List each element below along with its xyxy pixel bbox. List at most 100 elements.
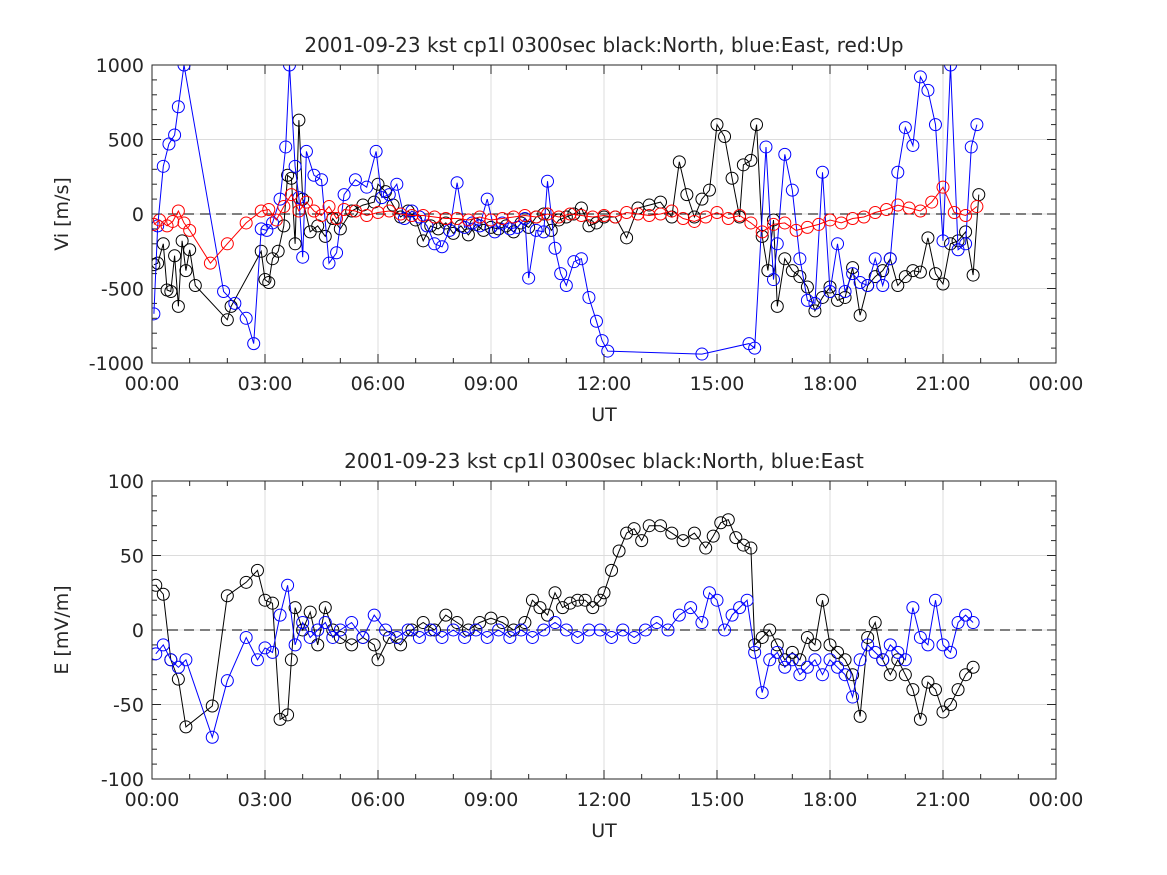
data-point <box>412 630 426 644</box>
y-tick-label: 50 <box>120 546 144 568</box>
data-point <box>266 645 280 659</box>
data-point <box>582 290 596 304</box>
data-point <box>936 277 950 291</box>
data-point <box>913 630 927 644</box>
series-line <box>155 585 974 740</box>
data-point <box>853 653 867 667</box>
x-tick-label: 12:00 <box>577 373 632 395</box>
data-point <box>861 630 875 644</box>
data-point <box>525 630 539 644</box>
x-tick-label: 00:00 <box>1029 373 1084 395</box>
data-point <box>755 630 769 644</box>
data-point <box>650 616 664 630</box>
data-point <box>284 653 298 667</box>
x-tick-label: 00:00 <box>125 789 180 811</box>
data-point <box>808 653 822 667</box>
data-point <box>262 276 276 290</box>
data-point <box>514 623 528 637</box>
data-point <box>823 653 837 667</box>
data-point <box>152 307 161 321</box>
data-point <box>589 314 603 328</box>
data-point <box>593 623 607 637</box>
data-point <box>220 674 234 688</box>
data-point <box>925 195 939 209</box>
data-point <box>928 267 942 281</box>
data-point <box>345 616 359 630</box>
data-point <box>203 256 217 270</box>
data-point <box>770 299 784 313</box>
data-point <box>507 225 521 239</box>
data-point <box>288 601 302 615</box>
data-point <box>906 601 920 615</box>
data-point <box>582 623 596 637</box>
data-point <box>823 284 837 298</box>
data-point <box>152 647 163 661</box>
data-point <box>913 265 927 279</box>
data-point <box>401 204 415 218</box>
data-point <box>217 284 231 298</box>
data-point <box>861 638 875 652</box>
data-point <box>687 210 701 224</box>
data-point <box>763 623 777 637</box>
data-point <box>288 638 302 652</box>
data-point <box>177 65 191 72</box>
data-point <box>322 256 336 270</box>
data-point <box>736 158 750 172</box>
data-point <box>563 207 577 221</box>
data-point <box>793 653 807 667</box>
data-point <box>571 593 585 607</box>
data-point <box>815 668 829 682</box>
data-point <box>345 638 359 652</box>
data-point <box>345 204 359 218</box>
data-point <box>699 541 713 555</box>
data-point <box>164 284 178 298</box>
data-point <box>220 589 234 603</box>
data-point <box>868 252 882 266</box>
data-point <box>175 234 189 248</box>
data-point <box>518 616 532 630</box>
y-tick-label: -50 <box>113 695 144 717</box>
data-point <box>279 140 293 154</box>
data-point <box>823 638 837 652</box>
data-point <box>469 623 483 637</box>
data-point <box>171 660 185 674</box>
data-point <box>913 70 927 84</box>
series-line <box>155 519 974 728</box>
data-point <box>315 208 328 222</box>
data-point <box>808 638 822 652</box>
data-point <box>718 623 732 637</box>
data-point <box>450 176 464 190</box>
data-point <box>574 252 588 266</box>
data-point <box>254 204 268 218</box>
x-tick-label: 09:00 <box>464 373 519 395</box>
data-point <box>254 244 268 258</box>
data-point <box>665 526 679 540</box>
data-point <box>578 593 592 607</box>
data-point <box>435 630 449 644</box>
data-point <box>507 210 521 224</box>
data-point <box>808 296 822 310</box>
data-point <box>311 623 325 637</box>
data-point <box>661 623 675 637</box>
velocity-chart-title: 2001-09-23 kst cp1l 0300sec black:North,… <box>304 33 903 57</box>
data-point <box>846 267 860 281</box>
data-point <box>571 630 585 644</box>
data-point <box>367 638 381 652</box>
data-point <box>631 207 645 221</box>
data-point <box>179 720 193 734</box>
data-point <box>299 144 313 158</box>
data-point <box>296 616 310 630</box>
data-point <box>322 200 336 214</box>
data-point <box>959 208 973 222</box>
data-point <box>541 608 554 622</box>
data-point <box>770 645 784 659</box>
data-point <box>548 616 562 630</box>
data-point <box>936 638 950 652</box>
data-point <box>800 293 814 307</box>
velocity-x-axis-label: UT <box>591 404 617 426</box>
data-point <box>891 653 905 667</box>
data-point <box>861 279 875 293</box>
data-point <box>959 608 973 622</box>
data-point <box>284 171 298 185</box>
x-tick-label: 06:00 <box>351 373 406 395</box>
